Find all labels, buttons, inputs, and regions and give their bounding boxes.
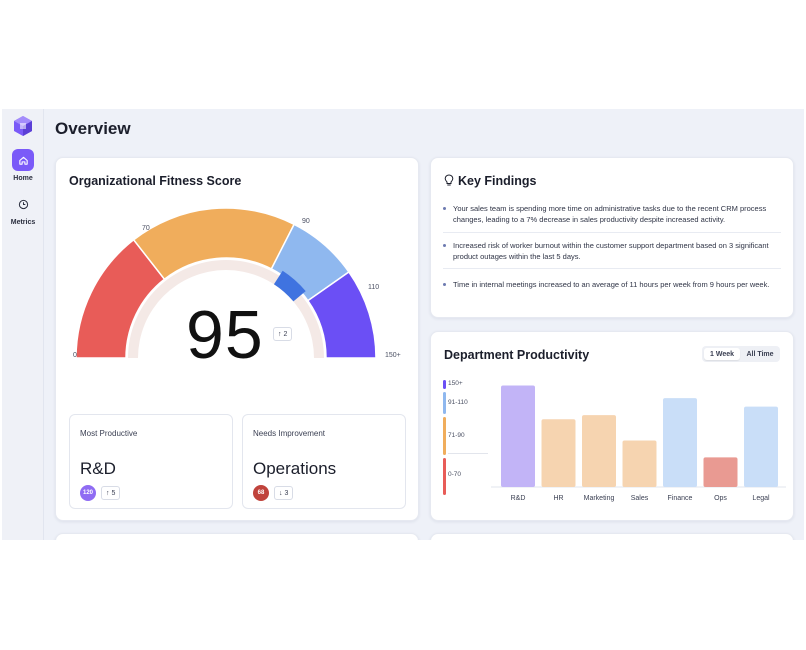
legend-bar-0-70 xyxy=(443,458,446,495)
needs-improvement-change-chip: ↓ 3 xyxy=(274,486,294,500)
x-tick-label: Legal xyxy=(752,495,770,502)
page-title: Overview xyxy=(55,119,131,138)
most-productive-label: Most Productive xyxy=(80,429,138,438)
nav-item-home[interactable]: Home xyxy=(2,149,44,182)
needs-improvement-score-badge: 68 xyxy=(253,485,269,501)
most-productive-card[interactable]: Most Productive R&D 120 ↑ 5 xyxy=(69,414,233,509)
home-icon xyxy=(12,149,34,171)
x-tick-label: Finance xyxy=(668,495,693,502)
key-findings-card: Key Findings Your sales team is spending… xyxy=(430,157,794,318)
bar-sales[interactable] xyxy=(622,440,657,487)
x-tick-label: HR xyxy=(553,495,563,502)
bar-ops[interactable] xyxy=(703,457,738,487)
score-change-value: 2 xyxy=(283,330,288,338)
gauge-tick-0: 0 xyxy=(73,352,77,359)
legend-bar-150 xyxy=(443,380,446,389)
fitness-score-title: Organizational Fitness Score xyxy=(69,174,242,188)
arrow-up-icon: ↑ xyxy=(106,489,110,497)
bar-finance[interactable] xyxy=(663,398,697,487)
needs-improvement-card[interactable]: Needs Improvement Operations 68 ↓ 3 xyxy=(242,414,406,509)
arrow-down-icon: ↓ xyxy=(279,489,283,497)
bottom-card-right xyxy=(430,533,794,540)
bar-hr[interactable] xyxy=(541,419,576,487)
x-tick-label: Marketing xyxy=(584,495,615,502)
key-findings-title: Key Findings xyxy=(458,174,537,188)
most-productive-change-chip: ↑ 5 xyxy=(101,486,121,500)
legend-bar-71-90 xyxy=(443,417,446,455)
gauge-score-marker xyxy=(273,270,306,302)
finding-divider xyxy=(443,232,781,233)
most-productive-change: 5 xyxy=(111,489,116,497)
needs-improvement-name: Operations xyxy=(253,459,337,478)
bar-marketing[interactable] xyxy=(582,415,616,487)
app-window: Home Metrics Overview Organizational Fit… xyxy=(2,109,804,540)
nav-item-metrics[interactable]: Metrics xyxy=(2,193,44,226)
gauge-tick-150: 150+ xyxy=(385,352,401,359)
most-productive-score-badge: 120 xyxy=(80,485,96,501)
legend-bar-91-110 xyxy=(443,392,446,414)
bar-rd[interactable] xyxy=(501,385,535,487)
legend-label-0-70: 0-70 xyxy=(448,471,462,478)
legend-separator xyxy=(448,453,488,454)
gauge-tick-70: 70 xyxy=(142,225,150,232)
fitness-score-value: 95 xyxy=(186,297,264,373)
bar-legal[interactable] xyxy=(744,406,778,487)
x-tick-label: Sales xyxy=(631,495,649,502)
needs-improvement-change: 3 xyxy=(284,489,289,497)
bottom-card-left xyxy=(55,533,419,540)
legend-label-150: 150+ xyxy=(448,380,463,387)
gauge-segment-purple xyxy=(306,270,377,359)
app-logo-icon xyxy=(14,116,32,136)
needs-improvement-label: Needs Improvement xyxy=(253,429,326,438)
finding-item: Your sales team is spending more time on… xyxy=(443,203,781,225)
x-tick-label: Ops xyxy=(714,495,727,502)
score-change-chip: ↑ 2 xyxy=(273,327,293,341)
most-productive-name: R&D xyxy=(80,459,116,478)
x-tick-label: R&D xyxy=(511,495,526,502)
finding-item: Increased risk of worker burnout within … xyxy=(443,240,781,262)
toggle-1-week[interactable]: 1 Week xyxy=(704,348,740,360)
legend-label-91-110: 91-110 xyxy=(448,399,468,406)
nav-label-home: Home xyxy=(13,175,33,182)
fitness-score-card: Organizational Fitness Score 0 70 90 110… xyxy=(55,157,419,521)
fitness-gauge xyxy=(75,207,377,359)
nav-label-metrics: Metrics xyxy=(10,219,36,226)
finding-divider xyxy=(443,268,781,269)
department-bar-chart: R&D HR Marketing Sales Finance Ops Legal xyxy=(491,385,786,502)
gauge-tick-90: 90 xyxy=(302,218,310,225)
department-productivity-title: Department Productivity xyxy=(444,348,590,362)
arrow-up-icon: ↑ xyxy=(278,330,282,338)
finding-item: Time in internal meetings increased to a… xyxy=(443,279,781,290)
clock-icon xyxy=(12,193,34,215)
time-range-toggle: 1 Week All Time xyxy=(702,346,780,362)
legend-label-71-90: 71-90 xyxy=(448,432,465,439)
toggle-all-time[interactable]: All Time xyxy=(746,350,774,358)
sidebar: Home Metrics xyxy=(2,109,44,540)
lightbulb-icon xyxy=(444,174,454,186)
gauge-tick-110: 110 xyxy=(368,284,380,291)
department-productivity-card: Department Productivity 1 Week All Time … xyxy=(430,331,794,521)
